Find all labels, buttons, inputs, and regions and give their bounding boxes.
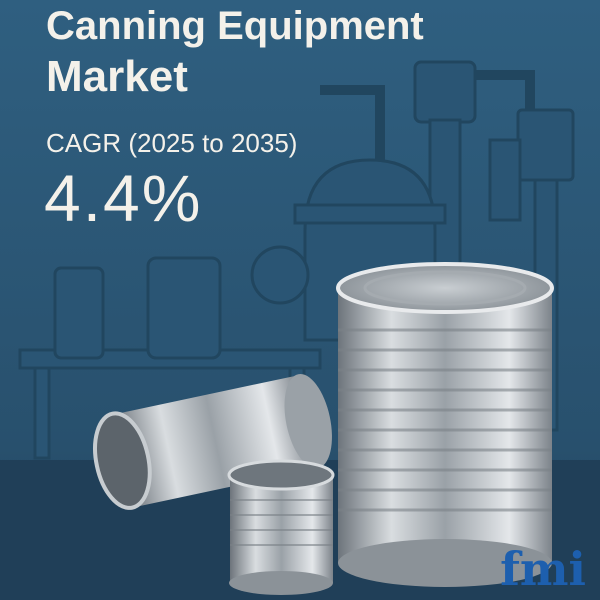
logo: fmi [500,542,586,596]
metric-value: 4.4% [44,161,203,235]
title: Market [46,52,188,101]
metric-label: CAGR (2025 to 2035) [46,128,298,158]
title: Canning Equipment [46,4,424,48]
